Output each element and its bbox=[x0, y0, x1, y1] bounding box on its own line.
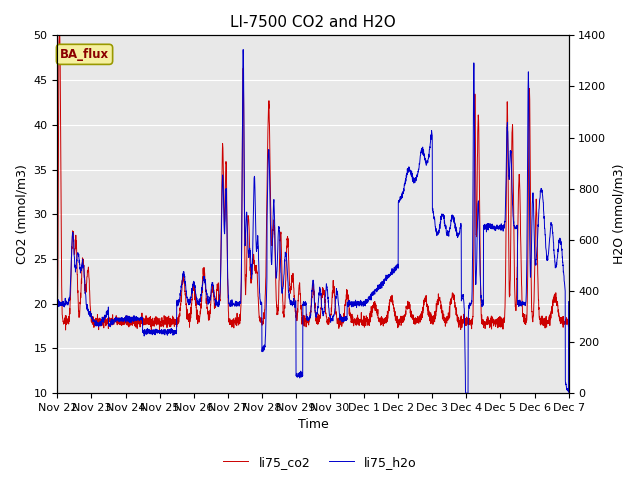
li75_h2o bbox=[239, 47, 247, 52]
li75_h2o bbox=[564, 299, 572, 304]
li75_co2 bbox=[250, 253, 258, 259]
li75_h2o bbox=[142, 332, 150, 337]
li75_co2 bbox=[147, 329, 155, 335]
Y-axis label: H2O (mmol/m3): H2O (mmol/m3) bbox=[612, 164, 625, 264]
Y-axis label: CO2 (mmol/m3): CO2 (mmol/m3) bbox=[15, 164, 28, 264]
Title: LI-7500 CO2 and H2O: LI-7500 CO2 and H2O bbox=[230, 15, 396, 30]
li75_co2 bbox=[54, 303, 61, 309]
li75_co2 bbox=[500, 318, 508, 324]
li75_h2o bbox=[462, 390, 470, 396]
Line: li75_h2o: li75_h2o bbox=[58, 49, 568, 393]
li75_co2 bbox=[56, 33, 63, 38]
Legend: li75_co2, li75_h2o: li75_co2, li75_h2o bbox=[218, 451, 422, 474]
Line: li75_co2: li75_co2 bbox=[58, 36, 568, 332]
li75_h2o bbox=[500, 223, 508, 229]
li75_h2o bbox=[112, 319, 120, 325]
li75_co2 bbox=[555, 312, 563, 318]
li75_co2 bbox=[272, 285, 280, 291]
X-axis label: Time: Time bbox=[298, 419, 328, 432]
li75_co2 bbox=[112, 317, 120, 323]
li75_h2o bbox=[250, 196, 257, 202]
li75_h2o bbox=[272, 265, 280, 271]
li75_h2o bbox=[555, 240, 563, 246]
li75_h2o bbox=[54, 301, 61, 307]
li75_co2 bbox=[142, 321, 150, 327]
Text: BA_flux: BA_flux bbox=[60, 48, 109, 61]
li75_co2 bbox=[564, 317, 572, 323]
